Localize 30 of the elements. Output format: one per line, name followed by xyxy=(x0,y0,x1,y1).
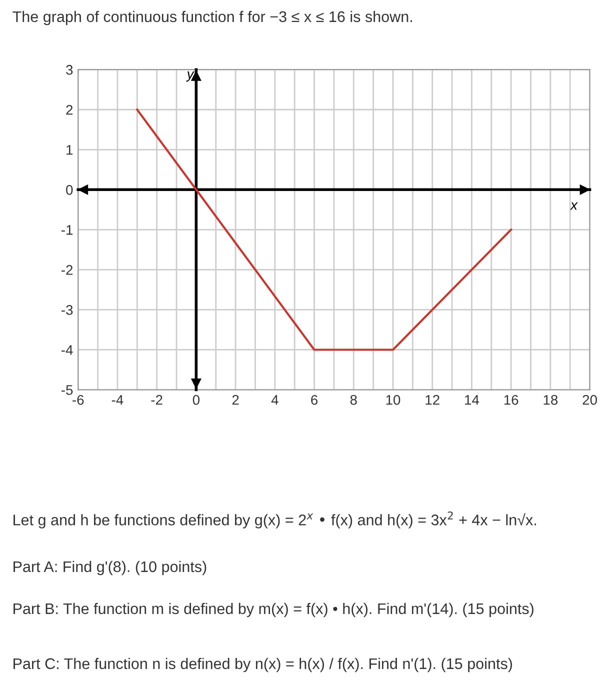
text: Let g and h be functions defined by g(x) = 2$^{x}$ • f(x) and h(x) = 3x$^{2}$ + 4x − ln√x. xyxy=(14,511,536,528)
y-tick-label: -4 xyxy=(62,345,73,355)
x-tick-label: 18 xyxy=(544,394,558,405)
x-tick-label: 2 xyxy=(232,394,239,405)
x-tick-label: 0 xyxy=(192,394,200,405)
x-tick-label: 10 xyxy=(386,394,400,405)
x-tick-label: 20 xyxy=(582,394,597,405)
y-tick-label: -2 xyxy=(62,265,73,275)
x-tick-label: -6 xyxy=(72,394,84,405)
text: Part B: The function m is defined by m(x) = f(x) • h(x). Find m'(14). (15 points) xyxy=(14,602,534,618)
x-tick-label: -2 xyxy=(151,394,162,405)
chart-title: The graph of continuous function f for −3 ≤ x ≤ 16 is shown. xyxy=(12,10,412,26)
y-tick-label: 0 xyxy=(66,184,73,195)
x-tick-label: -4 xyxy=(112,395,124,405)
x-tick-label: 8 xyxy=(350,394,357,405)
y-tick-label: -1 xyxy=(62,225,73,235)
x-tick-label: 12 xyxy=(426,394,440,405)
line-series xyxy=(136,108,512,351)
x-axis-title: x xyxy=(570,202,578,210)
y-tick-label: -3 xyxy=(62,305,73,315)
x-tick-label: 14 xyxy=(465,395,480,405)
x-tick-label: 16 xyxy=(504,394,518,405)
x-tick-label: 6 xyxy=(311,394,318,405)
x-tick-label: 4 xyxy=(271,395,278,405)
text: Part C: The function n is defined by n(x) = h(x) / f(x). Find n'(1). (15 points) xyxy=(14,658,512,672)
y-tick-label: 3 xyxy=(66,64,73,75)
text: Part A: Find g'(8). (10 points) xyxy=(14,560,206,576)
y-tick-label: 1 xyxy=(66,145,73,155)
y-tick-label: 2 xyxy=(66,104,73,115)
y-tick-label: -5 xyxy=(62,385,73,395)
